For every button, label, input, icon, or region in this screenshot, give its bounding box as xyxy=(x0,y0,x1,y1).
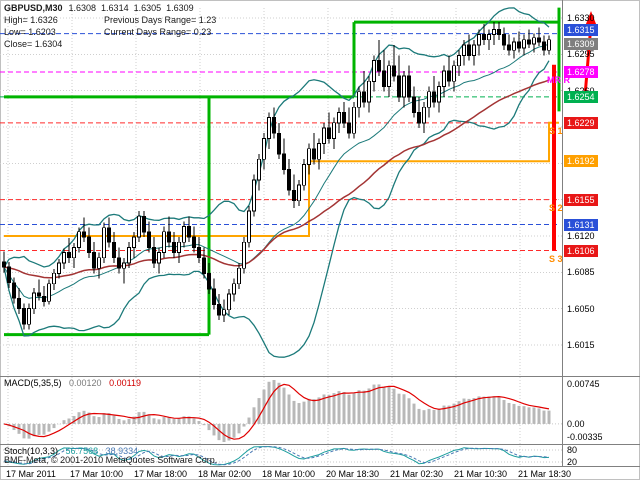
day-close-label: Close= 1.6304 xyxy=(4,39,63,49)
price-level-badge: 1.6309 xyxy=(564,38,598,50)
info-line-1: High= 1.6326 Previous Days Range= 1.23 xyxy=(4,14,216,26)
macd-value-signal: 0.00119 xyxy=(109,378,141,388)
price-level-badge: 1.6278 xyxy=(564,66,598,78)
price-level-badge: 1.6106 xyxy=(564,245,598,257)
quote-close: 1.6309 xyxy=(166,3,194,13)
macd-scale-min: -0.00335 xyxy=(567,432,603,442)
quote-line: GBPUSD,M30 1.6308 1.6314 1.6305 1.6309 xyxy=(4,2,216,14)
bollinger-bands xyxy=(3,7,550,358)
info-line-3: Close= 1.6304 xyxy=(4,38,216,50)
time-axis-label: 20 Mar 18:30 xyxy=(326,469,380,479)
price-scale-label: 1.6085 xyxy=(567,267,595,277)
time-axis-label: 18 Mar 10:00 xyxy=(262,469,316,479)
price-scale-label: 1.6120 xyxy=(567,231,595,241)
copyright-text: BMF-Meta, © 2001-2010 MetaQuotes Softwar… xyxy=(4,455,218,465)
trend-ma-line xyxy=(3,79,550,279)
macd-label: MACD(5,35,5) 0.00120 0.00119 xyxy=(4,378,141,388)
price-scale-label: 1.6015 xyxy=(567,340,595,350)
time-axis-label: 21 Mar 18:30 xyxy=(518,469,572,479)
stoch-level-80: 80 xyxy=(567,445,578,455)
green-range-lines xyxy=(4,7,561,337)
time-axis-label: 18 Mar 02:00 xyxy=(198,469,252,479)
price-level-badge: 1.6229 xyxy=(564,117,598,129)
price-scale-label: 1.6295 xyxy=(567,49,595,59)
orange-pivot-line xyxy=(4,121,559,237)
stoch-level-20: 20 xyxy=(567,457,578,467)
price-scale-label: 1.6330 xyxy=(567,13,595,23)
quote-open: 1.6308 xyxy=(68,3,97,13)
panel-dividers xyxy=(0,0,640,467)
time-axis-label: 17 Mar 10:00 xyxy=(70,469,124,479)
price-scale-label: 1.6050 xyxy=(567,304,595,314)
stoch-name: Stoch(10,3,3) xyxy=(4,446,59,456)
time-axis-label: 21 Mar 10:30 xyxy=(454,469,508,479)
time-axis-label: 17 Mar 18:00 xyxy=(134,469,188,479)
pivot-text-label: S 3 xyxy=(549,254,563,264)
macd-scale-zero: 0.00 xyxy=(567,419,585,429)
day-high-label: High= 1.6326 xyxy=(4,15,58,25)
stoch-value-signal: 38.9334 xyxy=(105,446,139,456)
macd-name: MACD(5,35,5) xyxy=(4,378,62,388)
prev-range-label: Previous Days Range= 1.23 xyxy=(104,15,217,25)
pivot-level-lines xyxy=(0,33,560,252)
time-axis-label: 21 Mar 02:30 xyxy=(390,469,444,479)
stoch-panel xyxy=(0,446,562,466)
price-level-badge: 1.6254 xyxy=(564,91,598,103)
macd-value-main: 0.00120 xyxy=(69,378,102,388)
day-low-label: Low= 1.6203 xyxy=(4,27,56,37)
price-level-badge: 1.6131 xyxy=(564,219,598,231)
macd-scale-max: 0.00745 xyxy=(567,379,600,389)
info-line-2: Low= 1.6203 Current Days Range= 0.23 xyxy=(4,26,216,38)
price-level-badge: 1.6155 xyxy=(564,194,598,206)
quote-low: 1.6305 xyxy=(133,3,162,13)
pivot-text-label: MR R xyxy=(547,75,570,85)
price-level-badge: 1.6315 xyxy=(564,24,598,36)
symbol-label: GBPUSD,M30 xyxy=(4,3,63,13)
price-level-badge: 1.6192 xyxy=(564,155,598,167)
macd-panel xyxy=(0,380,562,442)
pivot-text-label: S 2 xyxy=(549,203,563,213)
stoch-label: Stoch(10,3,3) 56.7568 38.9334 xyxy=(4,446,138,456)
pivot-text-label: S 1 xyxy=(549,126,563,136)
candles xyxy=(2,22,551,330)
stoch-value-main: 56.7568 xyxy=(65,446,99,456)
curr-range-label: Current Days Range= 0.23 xyxy=(104,27,212,37)
chart-header: GBPUSD,M30 1.6308 1.6314 1.6305 1.6309 High=… xyxy=(4,2,216,50)
quote-high: 1.6314 xyxy=(101,3,129,13)
time-axis-label: 17 Mar 2011 xyxy=(6,469,56,479)
